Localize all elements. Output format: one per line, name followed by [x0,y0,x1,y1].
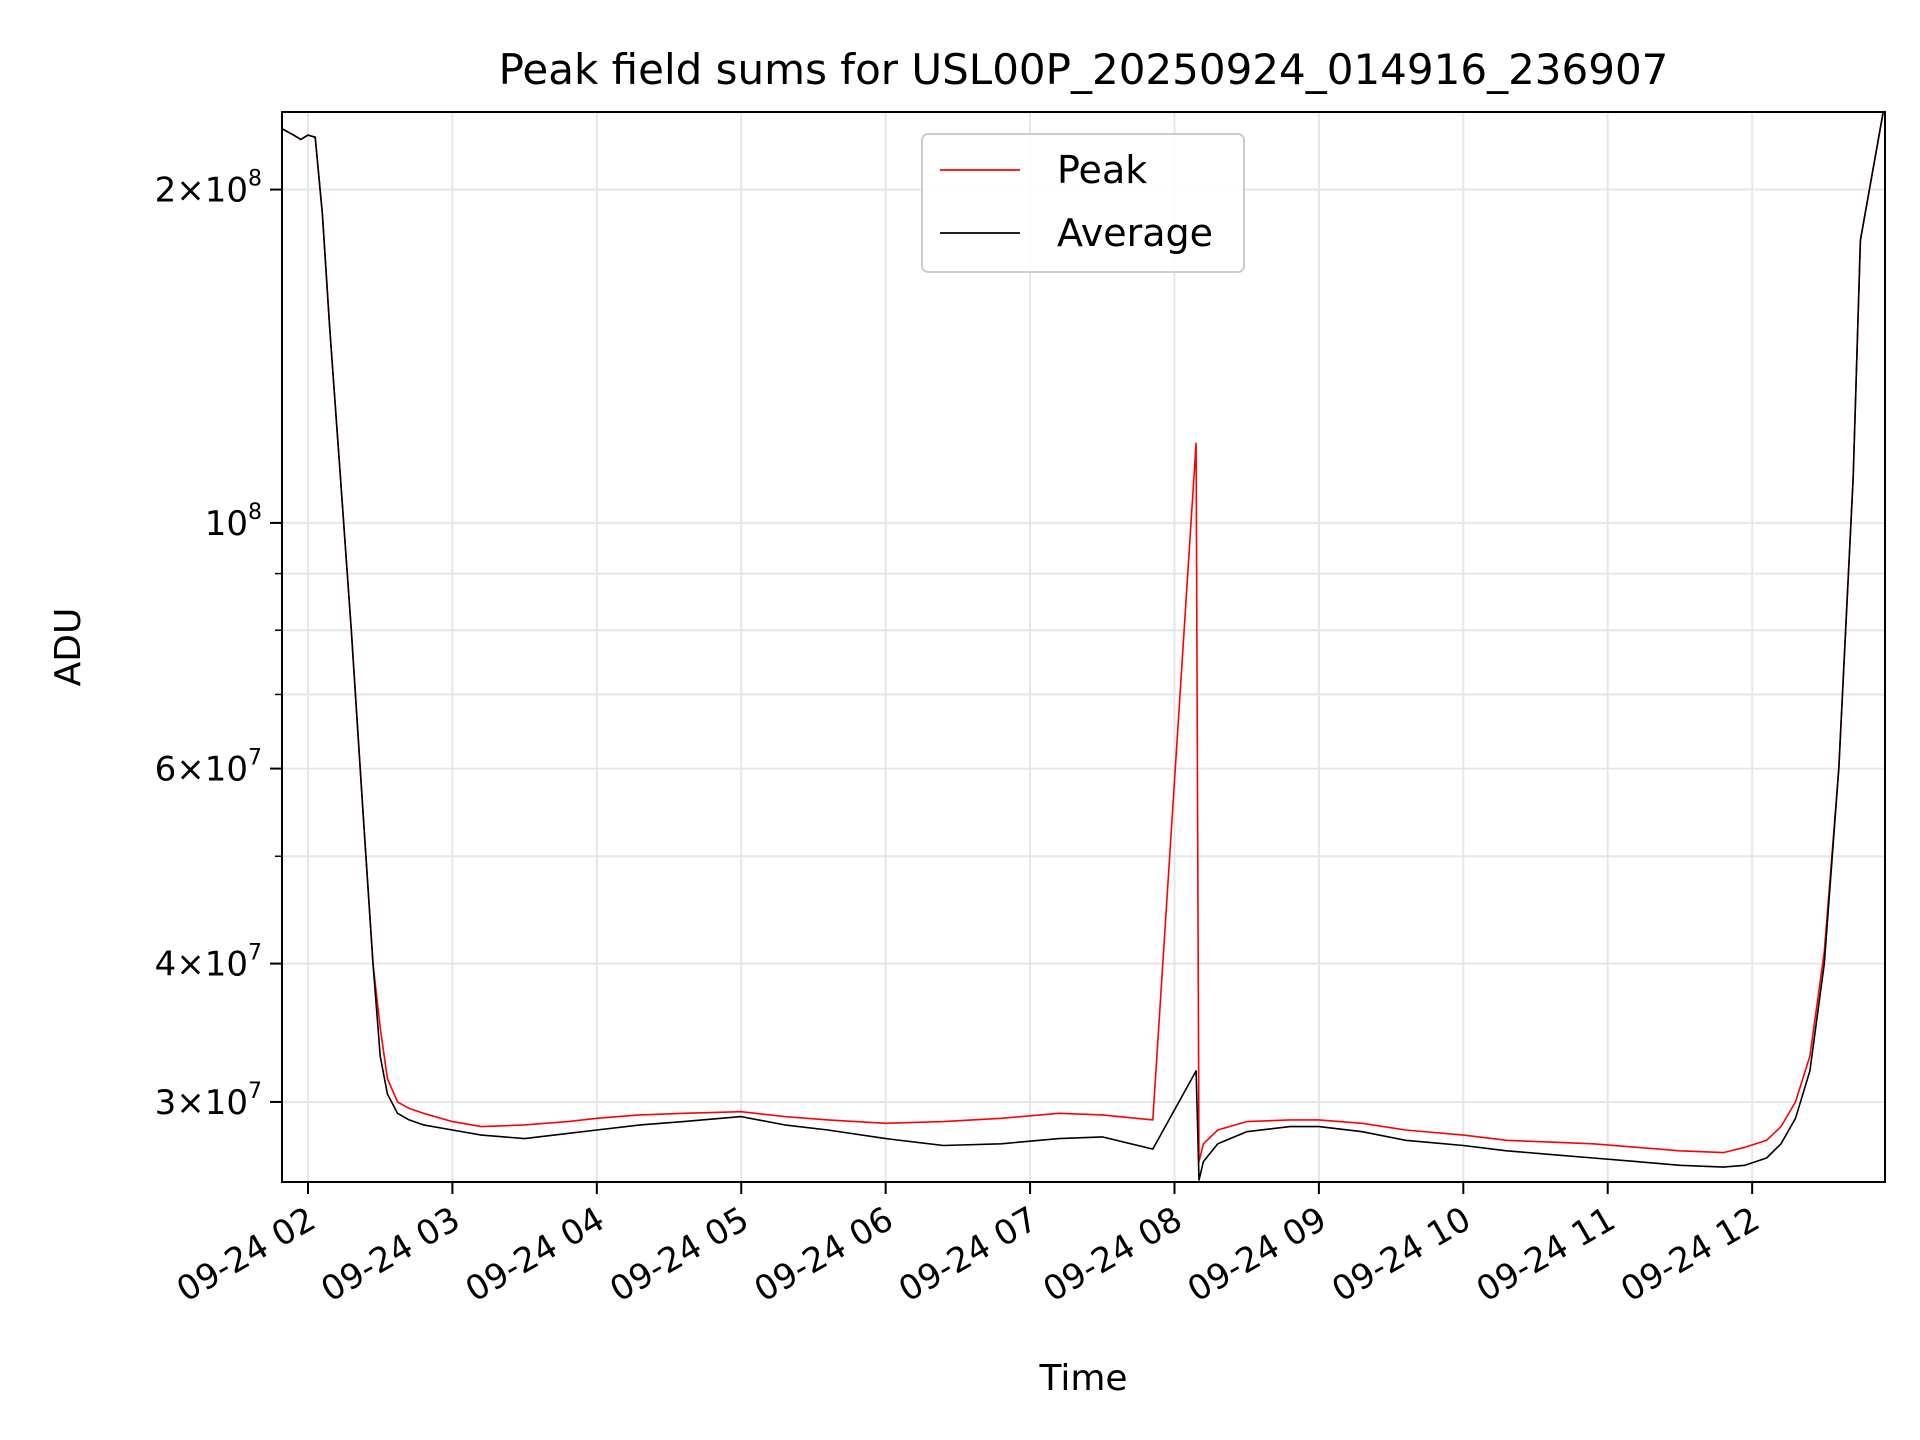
x-tick-label: 09-24 06 [748,1199,900,1310]
axes-frame [281,111,1886,1183]
x-tick-label: 09-24 11 [1470,1199,1622,1310]
y-tick-label: 4×107 [155,941,262,985]
y-tick-label: 108 [205,500,262,544]
x-tick-label: 09-24 09 [1181,1199,1333,1310]
y-tick-label: 3×107 [155,1079,262,1123]
plot-area [282,112,1885,1181]
y-tick-label: 2×108 [155,167,262,211]
legend-label: Average [1057,211,1213,255]
x-tick-label: 09-24 02 [170,1199,322,1310]
grid [282,112,1885,1182]
legend-label: Peak [1057,148,1147,192]
x-tick-label: 09-24 10 [1325,1199,1477,1310]
y-tick-label: 6×107 [155,746,262,790]
x-tick-label: 09-24 03 [315,1199,467,1310]
x-tick-label: 09-24 04 [459,1199,611,1310]
legend-box [921,133,1245,273]
x-tick-label: 09-24 05 [603,1199,755,1310]
x-tick-label: 09-24 07 [892,1199,1044,1310]
x-axis-label: Time [1038,1358,1127,1399]
y-axis-label: ADU [48,608,89,687]
legend: Peak Average [921,133,1245,273]
x-tick-label: 09-24 08 [1037,1199,1189,1310]
chart-title: Peak field sums for USL00P_20250924_0149… [499,45,1669,94]
x-tick-label: 09-24 12 [1614,1199,1766,1310]
series-line-average [282,112,1885,1181]
